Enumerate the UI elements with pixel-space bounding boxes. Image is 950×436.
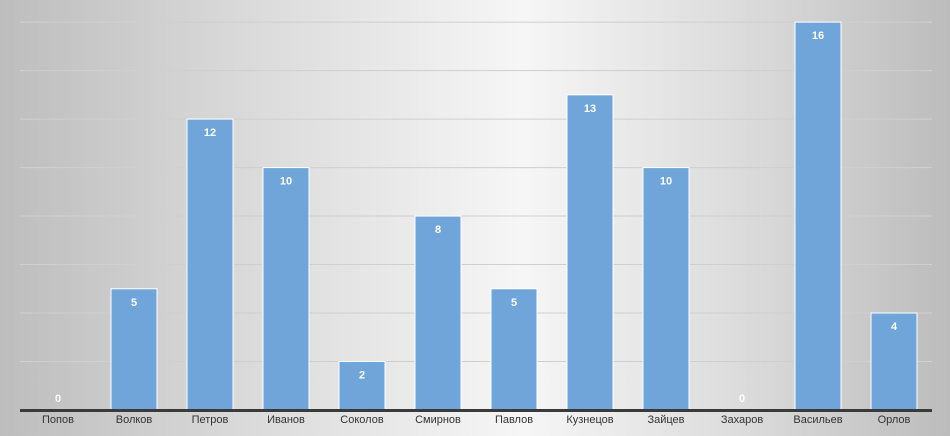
- data-label: 8: [435, 224, 441, 236]
- data-label: 13: [584, 103, 596, 115]
- data-label: 2: [359, 370, 365, 382]
- bar: [870, 312, 918, 411]
- data-label: 5: [511, 297, 517, 309]
- bars: [110, 21, 918, 411]
- data-label: 16: [812, 30, 824, 42]
- data-label: 12: [204, 127, 216, 139]
- x-tick-label: Соколов: [340, 414, 384, 426]
- data-label: 4: [891, 321, 898, 333]
- data-label: 10: [280, 176, 292, 188]
- bar: [794, 21, 842, 411]
- x-tick-label: Павлов: [495, 414, 533, 426]
- x-tick-label: Иванов: [267, 414, 305, 426]
- x-tick-label: Захаров: [721, 414, 763, 426]
- gridlines: [20, 21, 932, 363]
- bar: [338, 361, 386, 411]
- bar: [414, 215, 462, 411]
- x-tick-label: Васильев: [793, 414, 842, 426]
- bar: [262, 167, 310, 411]
- bar: [490, 288, 538, 411]
- x-tick-label: Смирнов: [415, 414, 461, 426]
- x-tick-label: Попов: [42, 414, 74, 426]
- bar: [110, 288, 158, 411]
- data-label: 5: [131, 297, 137, 309]
- data-label: 10: [660, 176, 672, 188]
- x-tick-label: Волков: [116, 414, 153, 426]
- bar: [642, 167, 690, 411]
- bar: [566, 94, 614, 411]
- x-tick-labels: Попов Волков Петров Иванов Соколов Смирнов Пав…: [42, 414, 911, 426]
- x-tick-label: Кузнецов: [566, 414, 613, 426]
- x-tick-label: Петров: [192, 414, 229, 426]
- data-label: 0: [739, 393, 745, 405]
- x-tick-label: Зайцев: [647, 414, 684, 426]
- data-label: 0: [55, 393, 61, 405]
- data-labels: 0 5 12 10 2 8 5 13 10 0 16 4: [55, 30, 898, 405]
- x-tick-label: Орлов: [878, 414, 911, 426]
- bar: [186, 118, 234, 411]
